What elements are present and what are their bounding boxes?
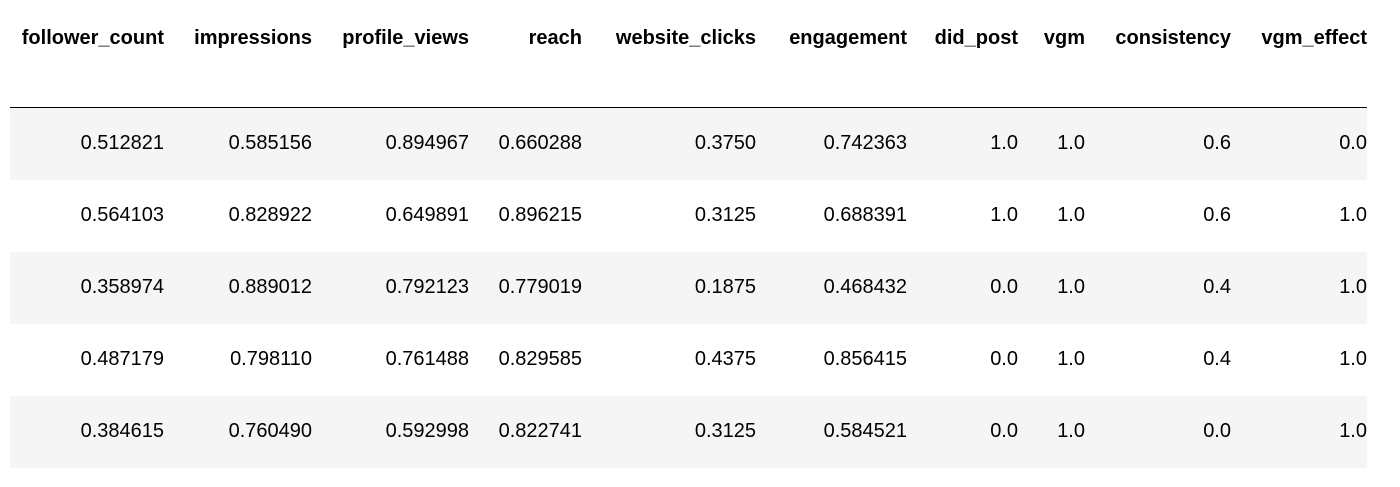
table-cell: 0.585156 [164, 107, 312, 180]
table-cell: 1.0 [1018, 395, 1085, 468]
table-row: 0.384615 0.760490 0.592998 0.822741 0.31… [10, 395, 1367, 468]
table-row: 0.358974 0.889012 0.792123 0.779019 0.18… [10, 251, 1367, 324]
table-cell: 0.0 [907, 395, 1018, 468]
table-cell: 1.0 [1231, 251, 1367, 324]
table-cell: 1.0 [907, 179, 1018, 252]
table-cell: 1.0 [907, 107, 1018, 180]
column-header-website-clicks: website_clicks [582, 0, 756, 108]
table-cell: 0.1875 [582, 251, 756, 324]
table-cell: 0.3750 [582, 107, 756, 180]
column-header-vgm-effect: vgm_effect [1231, 0, 1367, 108]
table-cell: 0.512821 [10, 107, 164, 180]
table-cell: 0.4375 [582, 323, 756, 396]
column-header-impressions: impressions [164, 0, 312, 108]
table-body: 0.512821 0.585156 0.894967 0.660288 0.37… [10, 107, 1367, 468]
table-cell: 0.0 [907, 251, 1018, 324]
table-cell: 1.0 [1231, 323, 1367, 396]
table-cell: 1.0 [1231, 395, 1367, 468]
column-header-profile-views: profile_views [312, 0, 469, 108]
table-header: follower_count impressions profile_views… [10, 0, 1367, 108]
table-cell: 0.584521 [756, 395, 907, 468]
table-cell: 0.6 [1085, 107, 1231, 180]
table-cell: 1.0 [1018, 251, 1085, 324]
table-cell: 0.856415 [756, 323, 907, 396]
table-cell: 0.828922 [164, 179, 312, 252]
column-header-did-post: did_post [907, 0, 1018, 108]
table-cell: 0.0 [1085, 395, 1231, 468]
table-cell: 0.3125 [582, 179, 756, 252]
table-cell: 0.0 [1231, 107, 1367, 180]
table-cell: 1.0 [1018, 179, 1085, 252]
table-cell: 0.760490 [164, 395, 312, 468]
table-cell: 0.822741 [469, 395, 582, 468]
table-cell: 0.742363 [756, 107, 907, 180]
table-cell: 0.6 [1085, 179, 1231, 252]
table-cell: 0.358974 [10, 251, 164, 324]
table-cell: 0.798110 [164, 323, 312, 396]
table-cell: 0.829585 [469, 323, 582, 396]
table-cell: 0.0 [907, 323, 1018, 396]
table-row: 0.487179 0.798110 0.761488 0.829585 0.43… [10, 323, 1367, 396]
table-cell: 0.4 [1085, 323, 1231, 396]
table-row: 0.564103 0.828922 0.649891 0.896215 0.31… [10, 179, 1367, 252]
table-cell: 0.792123 [312, 251, 469, 324]
column-header-consistency: consistency [1085, 0, 1231, 108]
table-cell: 1.0 [1018, 107, 1085, 180]
dataframe-table: follower_count impressions profile_views… [10, 0, 1367, 468]
table-cell: 0.761488 [312, 323, 469, 396]
table-cell: 0.649891 [312, 179, 469, 252]
table-cell: 1.0 [1018, 323, 1085, 396]
table-cell: 0.779019 [469, 251, 582, 324]
table-cell: 0.564103 [10, 179, 164, 252]
table-cell: 0.384615 [10, 395, 164, 468]
table-cell: 0.660288 [469, 107, 582, 180]
column-header-vgm: vgm [1018, 0, 1085, 108]
table-cell: 0.468432 [756, 251, 907, 324]
header-row: follower_count impressions profile_views… [10, 0, 1367, 108]
table-cell: 0.894967 [312, 107, 469, 180]
table-cell: 0.688391 [756, 179, 907, 252]
table-cell: 0.889012 [164, 251, 312, 324]
table-cell: 0.3125 [582, 395, 756, 468]
column-header-reach: reach [469, 0, 582, 108]
table-cell: 0.592998 [312, 395, 469, 468]
table-cell: 1.0 [1231, 179, 1367, 252]
table-cell: 0.4 [1085, 251, 1231, 324]
table-cell: 0.896215 [469, 179, 582, 252]
column-header-engagement: engagement [756, 0, 907, 108]
table-cell: 0.487179 [10, 323, 164, 396]
column-header-follower-count: follower_count [10, 0, 164, 108]
table-row: 0.512821 0.585156 0.894967 0.660288 0.37… [10, 107, 1367, 180]
